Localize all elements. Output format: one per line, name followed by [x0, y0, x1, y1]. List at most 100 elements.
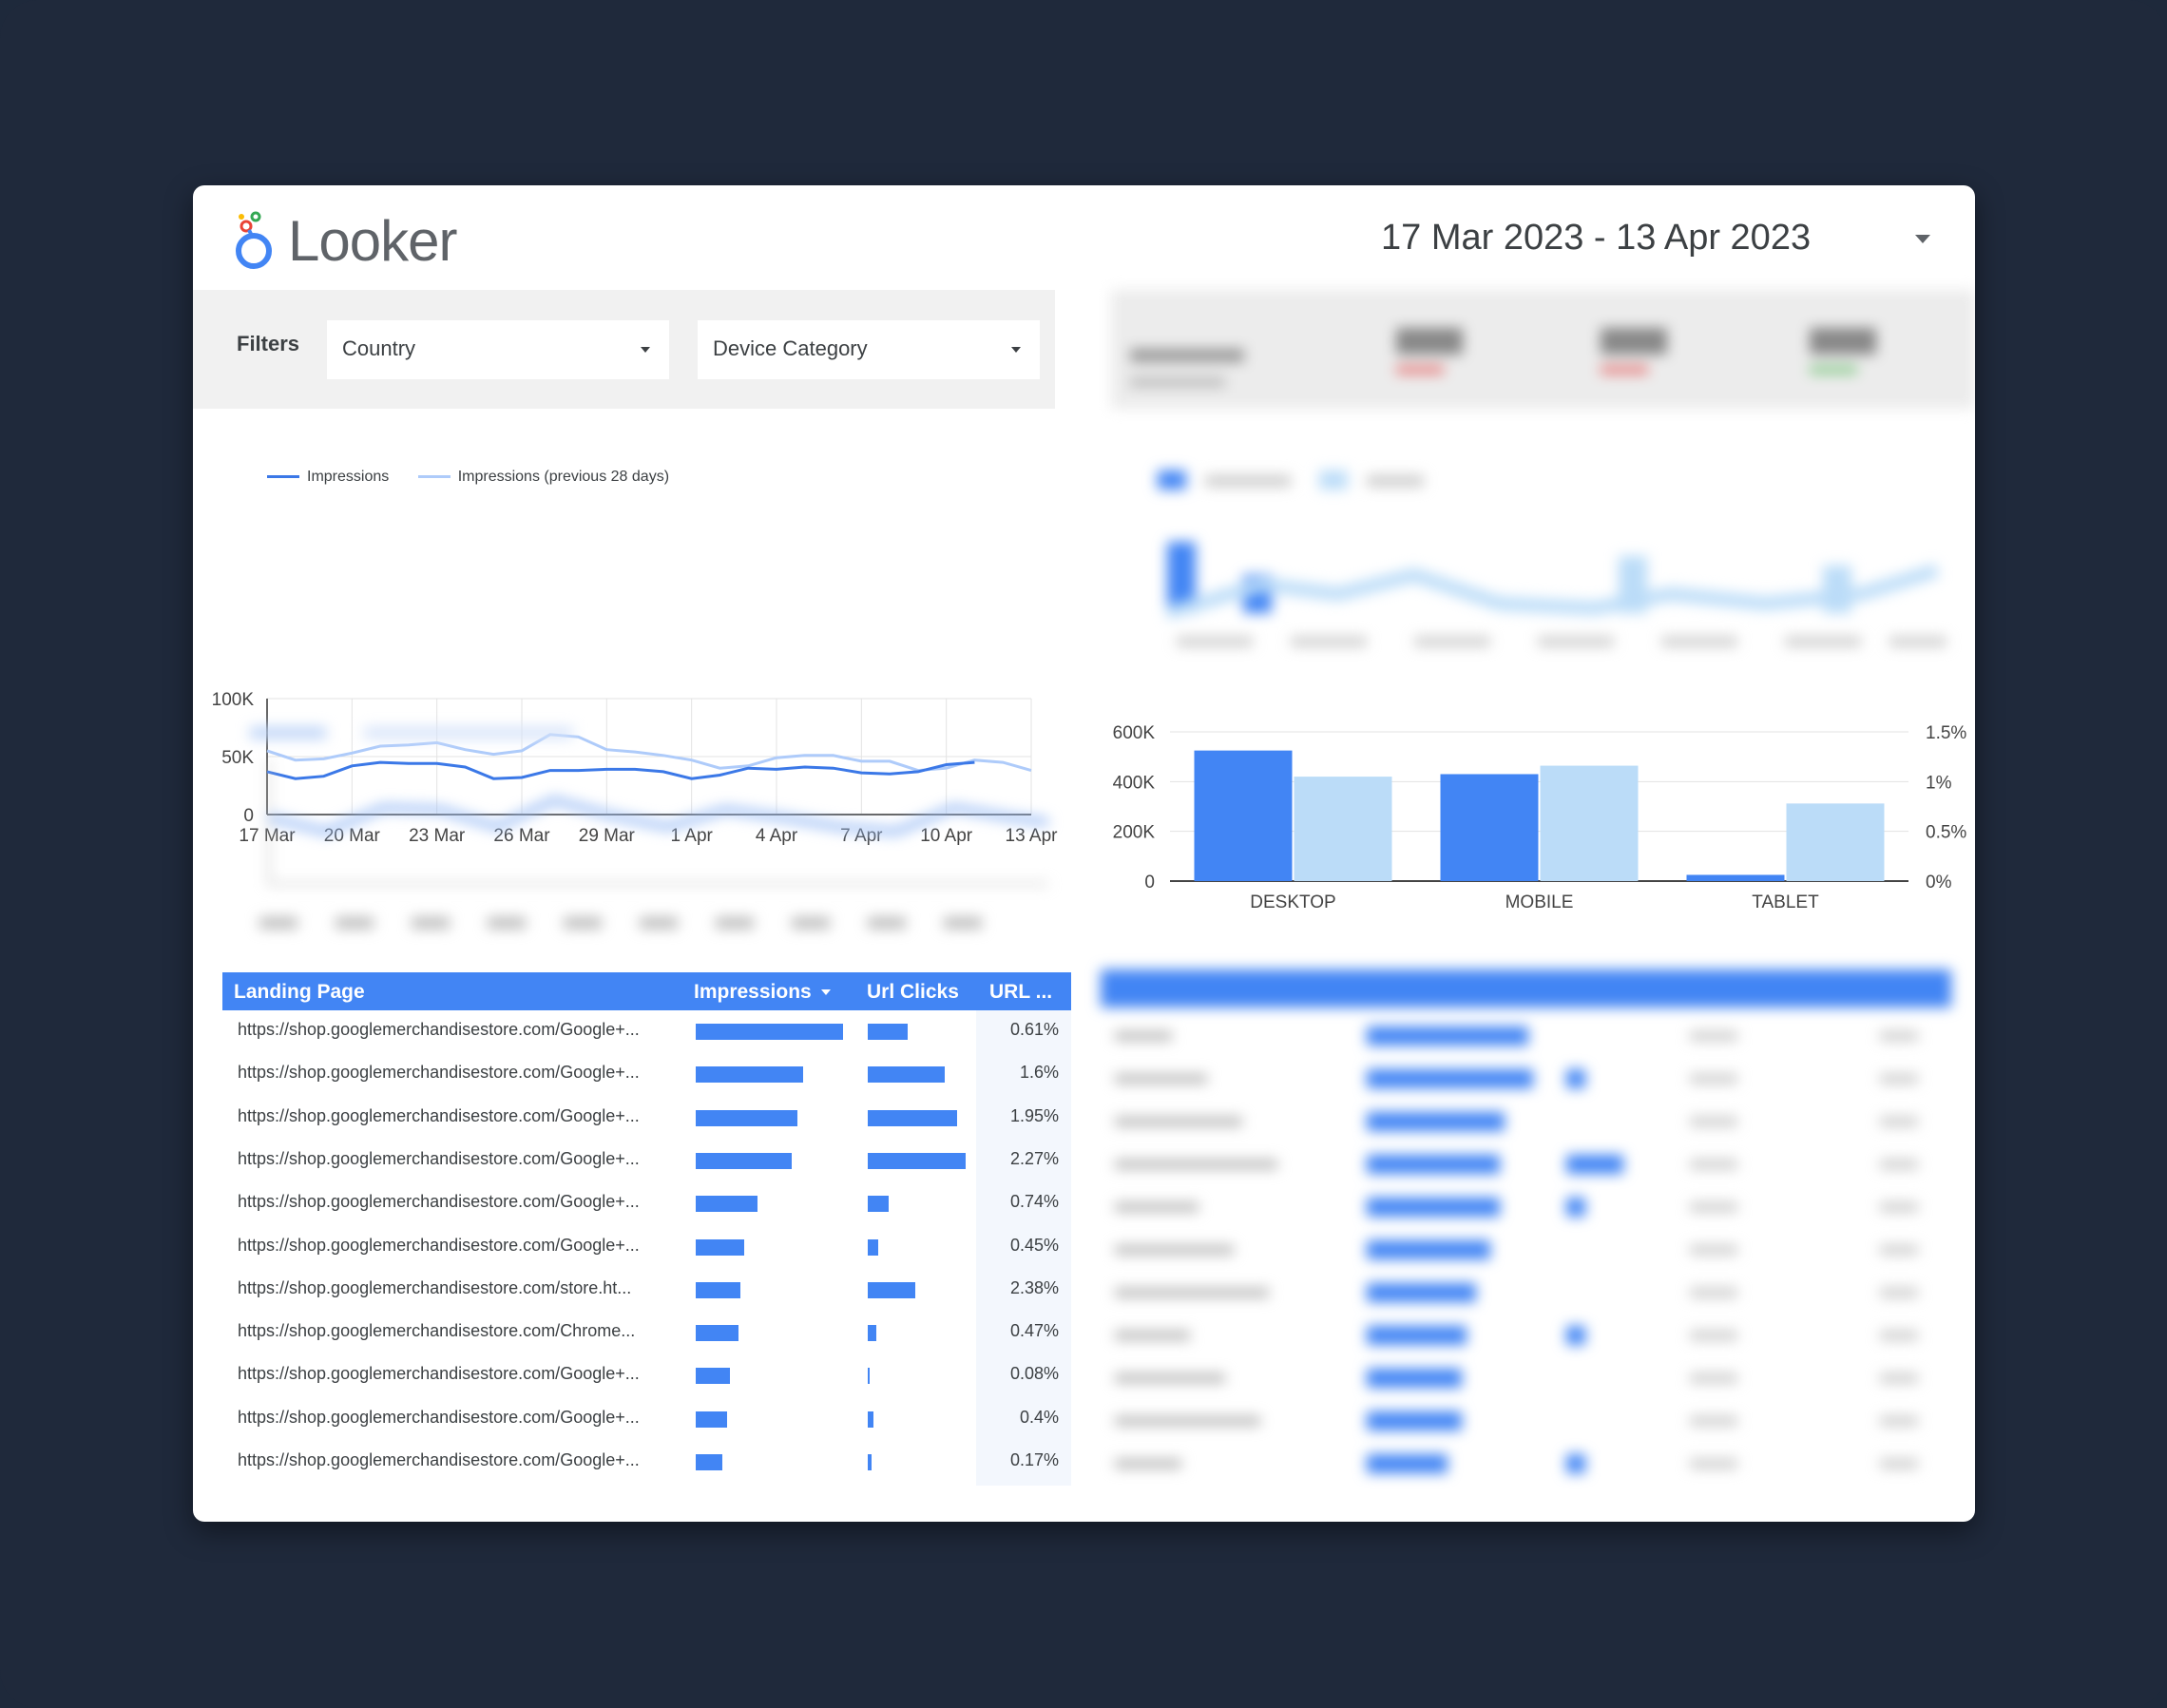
y-left-tick-label: 400K [1113, 773, 1156, 793]
url-clicks-bar [868, 1024, 909, 1040]
bar-mobile-series-1 [1440, 774, 1539, 881]
impressions-bar [696, 1281, 740, 1298]
landing-page-url[interactable]: https://shop.googlemerchandisestore.com/… [238, 1192, 640, 1212]
table-header: Landing Page Impressions Url Clicks URL … [222, 972, 1071, 1010]
url-ctr-value: 2.27% [1009, 1148, 1059, 1168]
impressions-bar [696, 1411, 727, 1428]
dropdown-caret-icon [1011, 347, 1021, 353]
table-row[interactable]: https://shop.googlemerchandisestore.com/… [222, 1312, 1071, 1354]
x-tick-label: 26 Mar [493, 826, 550, 846]
bar-desktop-series-1 [1194, 750, 1293, 881]
x-tick-label: 23 Mar [409, 826, 466, 846]
x-tick-label: 1 Apr [670, 826, 713, 846]
landing-page-url[interactable]: https://shop.googlemerchandisestore.com/… [238, 1450, 640, 1469]
col-header-impressions[interactable]: Impressions [694, 981, 831, 1004]
url-clicks-bar [868, 1066, 946, 1084]
url-clicks-bar [868, 1411, 874, 1428]
device-category-filter-label: Device Category [713, 336, 868, 360]
impressions-bar [696, 1238, 745, 1256]
impressions-series-line [266, 760, 975, 780]
url-ctr-value: 0.47% [1009, 1321, 1059, 1341]
impressions-bar [696, 1152, 792, 1169]
url-clicks-bar [868, 1281, 916, 1298]
col-header-landing-page[interactable]: Landing Page [234, 981, 365, 1003]
url-ctr-value: 0.45% [1009, 1235, 1059, 1255]
y-right-tick-label: 0.5% [1926, 823, 1966, 843]
country-filter-label: Country [342, 336, 416, 360]
landing-page-url[interactable]: https://shop.googlemerchandisestore.com/… [238, 1020, 640, 1039]
x-tick-label: 13 Apr [1006, 826, 1059, 846]
col-header-url-ctr[interactable]: URL ... [989, 981, 1053, 1003]
table-row[interactable]: https://shop.googlemerchandisestore.com/… [222, 1269, 1071, 1312]
bar-desktop-series-2 [1294, 777, 1392, 881]
bar-tablet-series-2 [1786, 803, 1885, 881]
blurred-line-chart [250, 727, 1049, 929]
x-tick-label: 17 Mar [239, 826, 296, 846]
table-row[interactable]: https://shop.googlemerchandisestore.com/… [222, 1226, 1071, 1269]
looker-logo: Looker [233, 204, 457, 277]
x-tick-label: 10 Apr [920, 826, 973, 846]
chevron-down-icon[interactable] [1915, 235, 1930, 243]
date-range-picker[interactable]: 17 Mar 2023 - 13 Apr 2023 [1381, 218, 1812, 258]
url-clicks-bar [868, 1238, 879, 1256]
url-ctr-value: 0.61% [1009, 1020, 1059, 1039]
url-ctr-value: 0.74% [1009, 1192, 1059, 1212]
line-chart-legend: Impressions Impressions (previous 28 day… [267, 469, 669, 486]
country-filter[interactable]: Country [327, 320, 669, 379]
sort-desc-icon [820, 989, 831, 996]
y-tick-label: 100K [212, 690, 255, 710]
landing-page-url[interactable]: https://shop.googlemerchandisestore.com/… [238, 1364, 640, 1384]
url-clicks-bar [868, 1152, 966, 1169]
table-row[interactable]: https://shop.googlemerchandisestore.com/… [222, 1398, 1071, 1441]
dropdown-caret-icon [641, 347, 650, 353]
table-row[interactable]: https://shop.googlemerchandisestore.com/… [222, 1182, 1071, 1225]
y-left-tick-label: 200K [1113, 823, 1156, 843]
blurred-combo-chart [1158, 470, 1946, 646]
impressions-bar [696, 1109, 797, 1126]
url-ctr-value: 0.17% [1009, 1450, 1059, 1469]
landing-page-url[interactable]: https://shop.googlemerchandisestore.com/… [238, 1321, 636, 1341]
url-clicks-bar [868, 1109, 957, 1126]
landing-page-url[interactable]: https://shop.googlemerchandisestore.com/… [238, 1235, 640, 1255]
table-row[interactable]: https://shop.googlemerchandisestore.com/… [222, 1010, 1071, 1053]
x-tick-label: 29 Mar [579, 826, 636, 846]
looker-logo-icon [236, 211, 272, 269]
impressions-bar [696, 1066, 804, 1084]
legend-swatch [417, 475, 451, 479]
y-tick-label: 50K [221, 748, 254, 768]
y-tick-label: 0 [243, 806, 254, 826]
y-right-tick-label: 1.5% [1926, 723, 1966, 743]
url-clicks-bar [868, 1325, 877, 1342]
scorecard-panel-blurred [1111, 290, 1975, 409]
table-row[interactable]: https://shop.googlemerchandisestore.com/… [222, 1354, 1071, 1397]
device-category-filter[interactable]: Device Category [698, 320, 1040, 379]
landing-page-url[interactable]: https://shop.googlemerchandisestore.com/… [238, 1277, 632, 1297]
landing-page-url[interactable]: https://shop.googlemerchandisestore.com/… [238, 1407, 640, 1427]
x-category-label: DESKTOP [1250, 892, 1335, 912]
ctr-column-background [976, 1010, 1071, 1486]
landing-page-url[interactable]: https://shop.googlemerchandisestore.com/… [238, 1148, 640, 1168]
url-clicks-bar [868, 1454, 873, 1470]
url-clicks-bar [868, 1368, 871, 1385]
dashboard-card: Looker 17 Mar 2023 - 13 Apr 2023 Filters… [193, 185, 1975, 1522]
table-row[interactable]: https://shop.googlemerchandisestore.com/… [222, 1441, 1071, 1484]
table-row[interactable]: https://shop.googlemerchandisestore.com/… [222, 1097, 1071, 1140]
y-right-tick-label: 1% [1926, 773, 1952, 793]
blurred-table [1101, 969, 1951, 1502]
bar-tablet-series-1 [1686, 874, 1785, 881]
table-row[interactable]: https://shop.googlemerchandisestore.com/… [222, 1140, 1071, 1182]
bar-mobile-series-2 [1540, 765, 1639, 881]
landing-page-url[interactable]: https://shop.googlemerchandisestore.com/… [238, 1063, 640, 1083]
x-tick-label: 20 Mar [324, 826, 381, 846]
impressions-bar [696, 1024, 843, 1040]
col-header-url-clicks[interactable]: Url Clicks [867, 981, 959, 1003]
impressions-previous-series-line [266, 733, 1032, 773]
legend-label: Impressions [307, 469, 390, 485]
url-ctr-value: 2.38% [1009, 1277, 1059, 1297]
table-row[interactable]: https://shop.googlemerchandisestore.com/… [222, 1053, 1071, 1096]
impressions-bar [696, 1325, 738, 1342]
url-clicks-bar [868, 1196, 889, 1213]
landing-page-url[interactable]: https://shop.googlemerchandisestore.com/… [238, 1105, 640, 1125]
y-left-tick-label: 600K [1113, 723, 1156, 743]
